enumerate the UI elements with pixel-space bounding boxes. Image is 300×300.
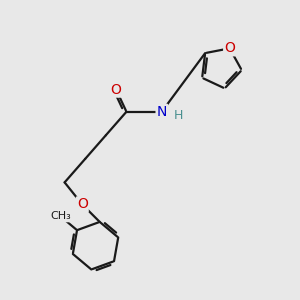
Text: N: N: [157, 105, 167, 119]
Text: H: H: [173, 109, 183, 122]
Text: O: O: [77, 197, 88, 212]
Text: O: O: [111, 82, 122, 97]
Text: O: O: [224, 41, 235, 55]
Text: CH₃: CH₃: [50, 212, 71, 221]
